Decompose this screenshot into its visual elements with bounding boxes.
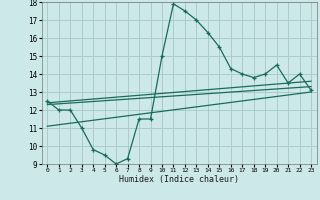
X-axis label: Humidex (Indice chaleur): Humidex (Indice chaleur) — [119, 175, 239, 184]
